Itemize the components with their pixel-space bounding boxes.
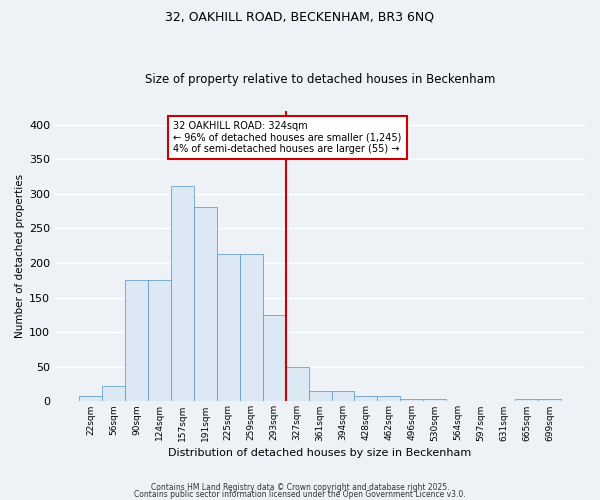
Bar [446, 400, 469, 402]
Bar [538, 400, 561, 402]
Bar [148, 280, 171, 402]
Bar [194, 207, 217, 402]
Bar [355, 396, 377, 402]
Text: Contains HM Land Registry data © Crown copyright and database right 2025.: Contains HM Land Registry data © Crown c… [151, 482, 449, 492]
Bar [332, 391, 355, 402]
Bar [308, 391, 332, 402]
Bar [217, 254, 240, 402]
X-axis label: Distribution of detached houses by size in Beckenham: Distribution of detached houses by size … [169, 448, 472, 458]
Bar [400, 400, 423, 402]
Text: 32, OAKHILL ROAD, BECKENHAM, BR3 6NQ: 32, OAKHILL ROAD, BECKENHAM, BR3 6NQ [166, 10, 434, 23]
Y-axis label: Number of detached properties: Number of detached properties [15, 174, 25, 338]
Text: Contains public sector information licensed under the Open Government Licence v3: Contains public sector information licen… [134, 490, 466, 499]
Bar [286, 367, 308, 402]
Bar [515, 398, 538, 402]
Bar [102, 386, 125, 402]
Bar [171, 186, 194, 402]
Bar [263, 315, 286, 402]
Bar [423, 400, 446, 402]
Bar [469, 400, 492, 402]
Bar [377, 396, 400, 402]
Bar [79, 396, 102, 402]
Text: 32 OAKHILL ROAD: 324sqm
← 96% of detached houses are smaller (1,245)
4% of semi-: 32 OAKHILL ROAD: 324sqm ← 96% of detache… [173, 121, 401, 154]
Bar [240, 254, 263, 402]
Title: Size of property relative to detached houses in Beckenham: Size of property relative to detached ho… [145, 73, 495, 86]
Bar [125, 280, 148, 402]
